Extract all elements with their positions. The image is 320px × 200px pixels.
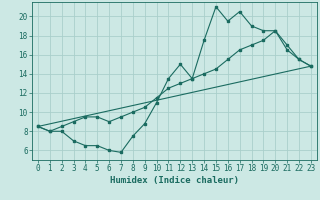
X-axis label: Humidex (Indice chaleur): Humidex (Indice chaleur) <box>110 176 239 185</box>
